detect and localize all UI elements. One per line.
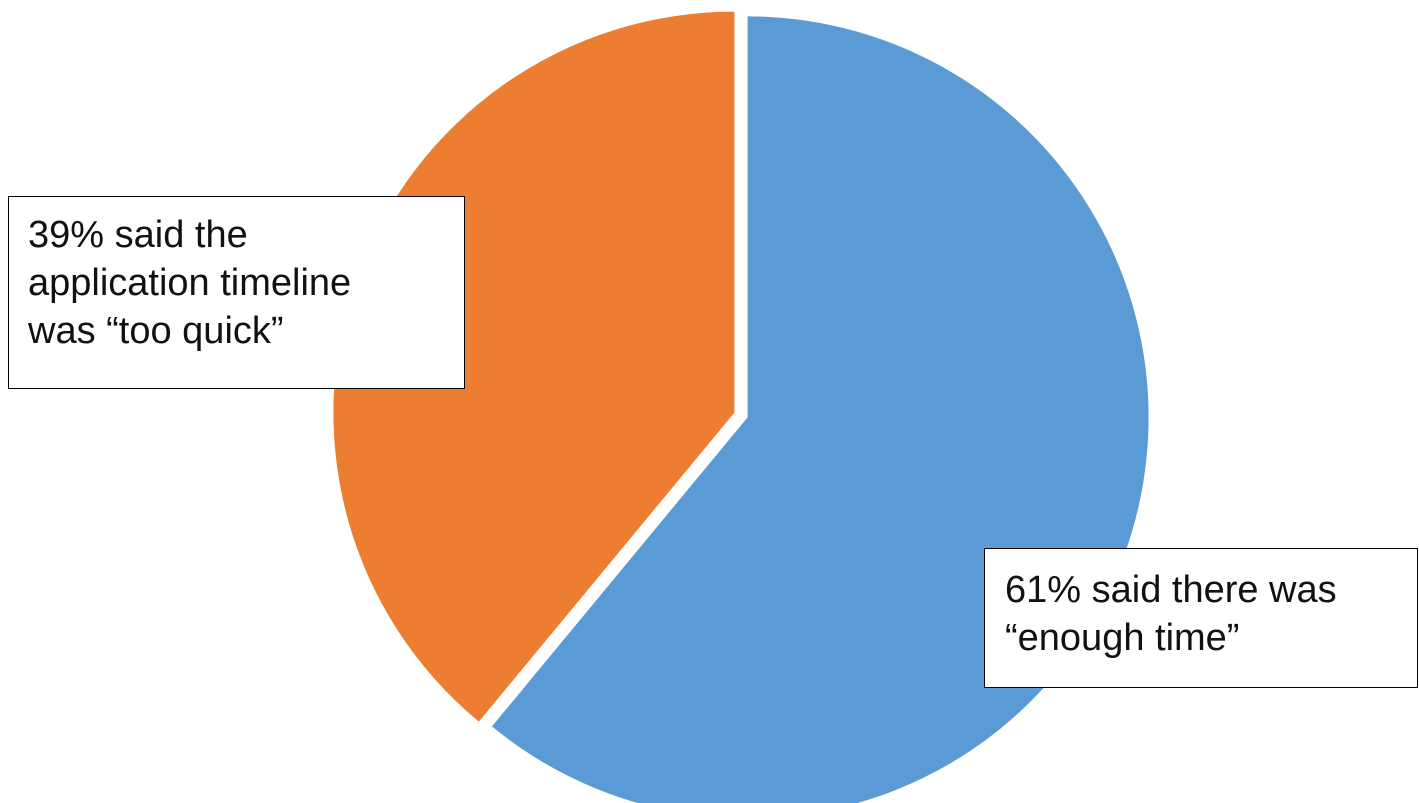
data-label-line: 39% said the	[28, 214, 248, 256]
data-label-enough-time: 61% said there was “enough time”	[984, 548, 1418, 688]
data-label-line: application timeline	[28, 262, 352, 304]
data-label-line: 61% said there was	[1005, 569, 1337, 611]
data-label-line: was “too quick”	[28, 310, 284, 352]
pie-slice-too-quick	[333, 11, 735, 722]
data-label-line: “enough time”	[1005, 617, 1240, 659]
data-label-too-quick: 39% said the application timeline was “t…	[8, 196, 465, 389]
